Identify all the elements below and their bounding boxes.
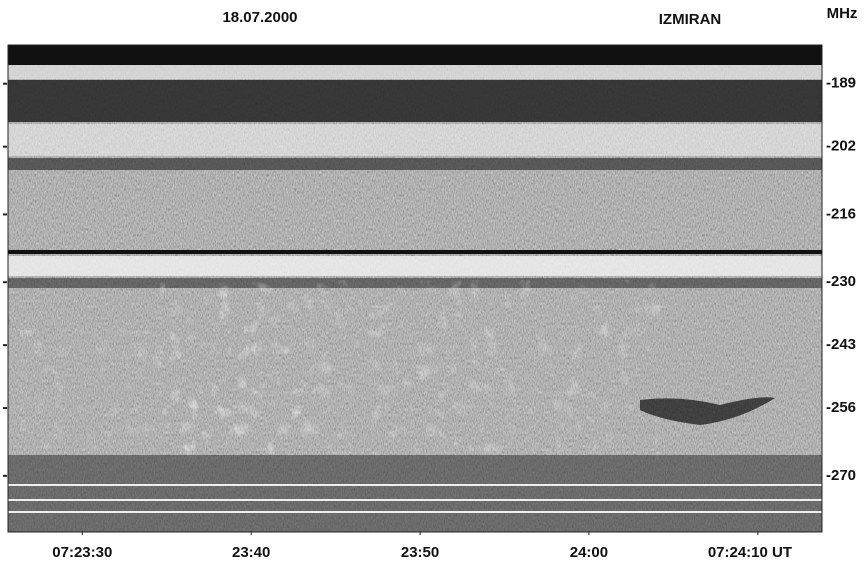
y-tick-label: -270 bbox=[826, 467, 856, 484]
x-tick-label: 23:50 bbox=[401, 544, 439, 561]
y-tick-label: -216 bbox=[826, 205, 856, 222]
chart-title: 18.07.2000 bbox=[222, 9, 297, 26]
x-tick-label: 24:00 bbox=[570, 544, 608, 561]
spectrogram-image bbox=[7, 44, 823, 533]
x-tick-label: 07:23:30 bbox=[52, 544, 112, 561]
y-tick-label: -256 bbox=[826, 399, 856, 416]
y-axis-unit: MHz bbox=[827, 5, 858, 22]
observatory-label: IZMIRAN bbox=[659, 11, 722, 28]
y-tick-label: -202 bbox=[826, 138, 856, 155]
y-tick-label: -230 bbox=[826, 273, 856, 290]
y-tick-label: -189 bbox=[826, 75, 856, 92]
x-tick-label: 23:40 bbox=[232, 544, 270, 561]
y-tick-label: -243 bbox=[826, 336, 856, 353]
x-tick-label: 07:24:10 UT bbox=[708, 544, 792, 561]
